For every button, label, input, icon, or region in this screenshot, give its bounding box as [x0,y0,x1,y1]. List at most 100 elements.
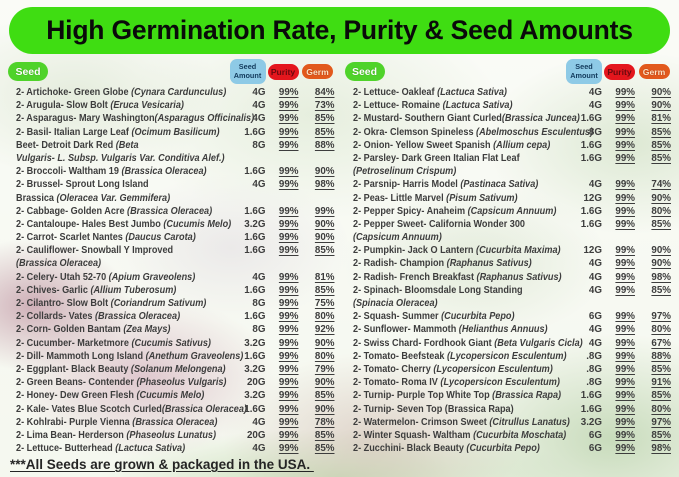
purity-value: 99% [278,363,299,375]
seed-common-name: 2- Pepper Sweet- California Wonder 300 [352,218,525,230]
seed-name: 2- Swiss Chard- Fordhook Giant (Beta Vul… [352,337,583,350]
seed-common-name: 2- Collards- Vates [16,311,96,323]
seed-name: 2- Carrot- Scarlet Nantes (Daucus Carota… [16,231,230,244]
purity-value: 99% [278,298,299,309]
purity-value: 99% [615,258,635,270]
left-column-header: Seed Seed Amount Purity Germ [8,57,335,86]
seed-amount-value: 4G [252,179,266,191]
seed-amount-value: 1.6G [244,166,266,178]
germ-value: 81% [314,271,335,283]
seed-common-name: 2- Pepper Spicy- Anaheim [352,205,468,217]
seed-latin-name: (Asparagus Officinalis) [154,113,255,125]
purity-value: 99% [278,245,299,257]
seed-latin-name: (Brassica Oleracea) [95,311,181,323]
table-row: 2- Zucchini- Black Beauty (Cucurbita Pep… [345,442,672,455]
seed-amount-value: 1.6G [580,390,602,402]
germ-value: 98% [314,179,335,191]
seed-name: (Brassica Oleracea) [16,257,230,270]
table-row: (Brassica Oleracea) [8,257,335,270]
seed-common-name: 2- Pumpkin- Jack O Lantern [352,245,476,257]
seed-common-name: 2- Chives- Garlic [16,284,91,296]
seed-common-name: 2- Basil- Italian Large Leaf [16,126,132,138]
purity-value: 99% [278,324,299,336]
seed-latin-name: (Lactuca Sativa) [115,443,186,455]
table-row: 2- Corn- Golden Bantam (Zea Mays) 8G 99% 92… [8,323,335,336]
germ-value: 90% [314,232,335,244]
seed-common-name: 2- Cantaloupe- Hales Best Jumbo [16,218,164,230]
seed-common-name: 2- Celery- Utah 52-70 [16,271,109,283]
purity-value: 99% [615,152,635,164]
seed-name: 2- Parsnip- Harris Model (Pastinaca Sati… [353,178,567,191]
seed-amount-value: 4G [588,324,602,336]
table-row: 2- Eggplant- Black Beauty (Solanum Melon… [8,363,335,376]
seed-name: 2- Collards- Vates (Brassica Oleracea) [16,310,230,323]
seed-amount-value: 1.6G [580,218,602,230]
table-row: 2- Green Beans- Contender (Phaseolus Vul… [8,376,335,389]
seed-amount-value: 6G [588,429,602,441]
table-row: 2- Lettuce- Oakleaf (Lactuca Sativa) 4G 99… [345,86,672,99]
seed-latin-name: (Cynara Cardunculus) [131,87,227,98]
table-row: 2- Honey- Dew Green Flesh (Cucumis Melo)… [8,389,335,402]
seed-latin-name: (Beta [115,139,139,151]
germ-value: 84% [314,87,335,98]
table-row: 2- Tomato- Roma IV (Lycopersicon Esculen… [345,376,672,389]
purity-badge: Purity [267,63,299,80]
table-row: Beet- Detroit Dark Red (Beta 8G 99% 88% [8,139,335,152]
seed-latin-name: (Ocimum Basilicum) [131,126,220,138]
seed-name: 2- Basil- Italian Large Leaf (Ocimum Bas… [16,126,230,139]
germ-value: 97% [651,416,671,428]
purity-value: 99% [615,192,635,204]
seed-amount-value: 6G [588,311,602,323]
seed-name: 2- Zucchini- Black Beauty (Cucurbita Pep… [353,442,567,455]
germ-value: 78% [314,416,335,428]
seed-latin-name: (Apium Graveolens) [108,271,196,283]
seed-amount-value: 8G [252,139,266,151]
table-row: 2- Okra- Clemson Spineless (Abelmoschus … [345,126,672,139]
seed-amount-value: 4G [588,337,602,349]
germ-value: 90% [651,192,671,204]
seed-common-name: 2- Radish- Champion [352,258,447,270]
table-row: 2- Radish- French Breakfast (Raphanus Sa… [345,271,672,284]
seed-common-name: 2- Broccoli- Waltham 19 [16,166,122,178]
table-row: 2- Kale- Vates Blue Scotch Curled(Brassi… [8,403,335,416]
germ-value: 74% [651,179,671,191]
seed-amount-value: 4G [588,179,602,191]
seed-name: 2- Corn- Golden Bantam (Zea Mays) [16,323,230,336]
seed-common-name: 2- Kale- Vates Blue Scotch Curled [16,403,162,415]
seed-name: 2- Tomato- Roma IV (Lycopersicon Esculen… [353,376,567,389]
table-row: 2- Collards- Vates (Brassica Oleracea) 1.… [8,310,335,323]
seed-latin-name: Vulgaris- L. Subsp. Vulgaris Var. Condit… [16,152,225,164]
seed-common-name: 2- Green Beans- Contender [16,377,137,389]
germ-badge: Germ [302,64,333,79]
germ-value: 73% [314,100,335,112]
seed-name: 2- Chives- Garlic (Allium Tuberosum) [16,284,230,297]
seed-common-name: 2- Tomato- Cherry [352,363,433,375]
germ-value: 88% [314,139,335,151]
purity-value: 99% [278,271,299,283]
seed-latin-name: (Daucus Carota) [125,232,196,244]
seed-amount-value: 8G [252,298,266,309]
seed-name: 2- Arugula- Slow Bolt (Eruca Vesicaria) [16,99,230,112]
seed-common-name: 2- Zucchini- Black Beauty [352,443,466,455]
table-row: 2- Cantaloupe- Hales Best Jumbo (Cucumis… [8,218,335,231]
seed-common-name: 2- Carrot- Scarlet Nantes [16,232,126,244]
purity-value: 99% [278,311,299,323]
seed-common-name: 2- Cilantro- Slow Bolt [16,298,111,309]
germ-value: 90% [651,100,671,112]
seed-common-name: Beet- Detroit Dark Red [16,139,116,151]
seed-name: 2- Okra- Clemson Spineless (Abelmoschus … [353,126,593,139]
usa-note: ***All Seeds are grown & packaged in the… [10,457,314,472]
seed-latin-name: (Spinacia Oleracea) [352,298,438,309]
seed-rows-right: 2- Lettuce- Oakleaf (Lactuca Sativa) 4G 99… [345,86,672,455]
seed-common-name: 2- Lettuce- Oakleaf [352,87,437,98]
seed-common-name: 2- Swiss Chard- Fordhook Giant [352,337,494,349]
seed-amount-value: 1.6G [580,403,602,415]
seed-latin-name: (Solanum Melongena) [130,363,226,375]
table-row: 2- Lettuce- Romaine (Lactuca Sativa) 4G 99… [345,99,672,112]
purity-value: 99% [278,205,299,217]
seed-common-name: 2- Lettuce- Butterhead [16,443,116,455]
seed-name: 2- Watermelon- Crimson Sweet (Citrullus … [353,416,570,429]
seed-latin-name: (Cucumis Melo) [136,390,205,402]
seed-name: 2- Onion- Yellow Sweet Spanish (Allium c… [353,139,567,152]
table-row: Vulgaris- L. Subsp. Vulgaris Var. Condit… [8,152,335,165]
